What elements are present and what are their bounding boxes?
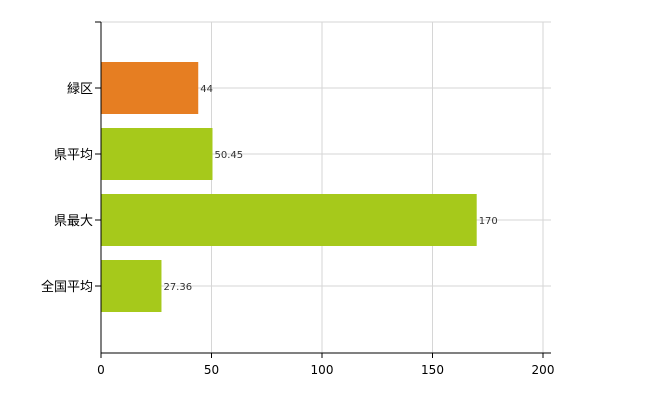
x-tick-label: 150: [421, 363, 444, 377]
data-label: 44: [200, 84, 213, 95]
bar: [101, 128, 213, 180]
data-label: 27.36: [163, 282, 192, 293]
x-tick-label: 200: [532, 363, 555, 377]
category-label: 県最大: [54, 214, 93, 229]
bar: [101, 62, 199, 114]
x-tick-label: 100: [311, 363, 334, 377]
labels-layer: 0 50 100 150 200 44 緑区 50.45 県平均 170 県最大 27.36 全国平均: [41, 82, 554, 377]
category-label: 緑区: [67, 82, 93, 97]
category-label: 県平均: [54, 148, 93, 163]
bars-layer: [101, 62, 477, 312]
axes-layer: [95, 21, 551, 358]
bar: [101, 260, 162, 312]
bar: [101, 194, 477, 246]
data-label: 50.45: [214, 150, 243, 161]
category-label: 全国平均: [41, 279, 93, 295]
data-label: 170: [479, 216, 498, 227]
x-tick-label: 50: [204, 363, 219, 377]
x-tick-label: 0: [97, 363, 105, 377]
